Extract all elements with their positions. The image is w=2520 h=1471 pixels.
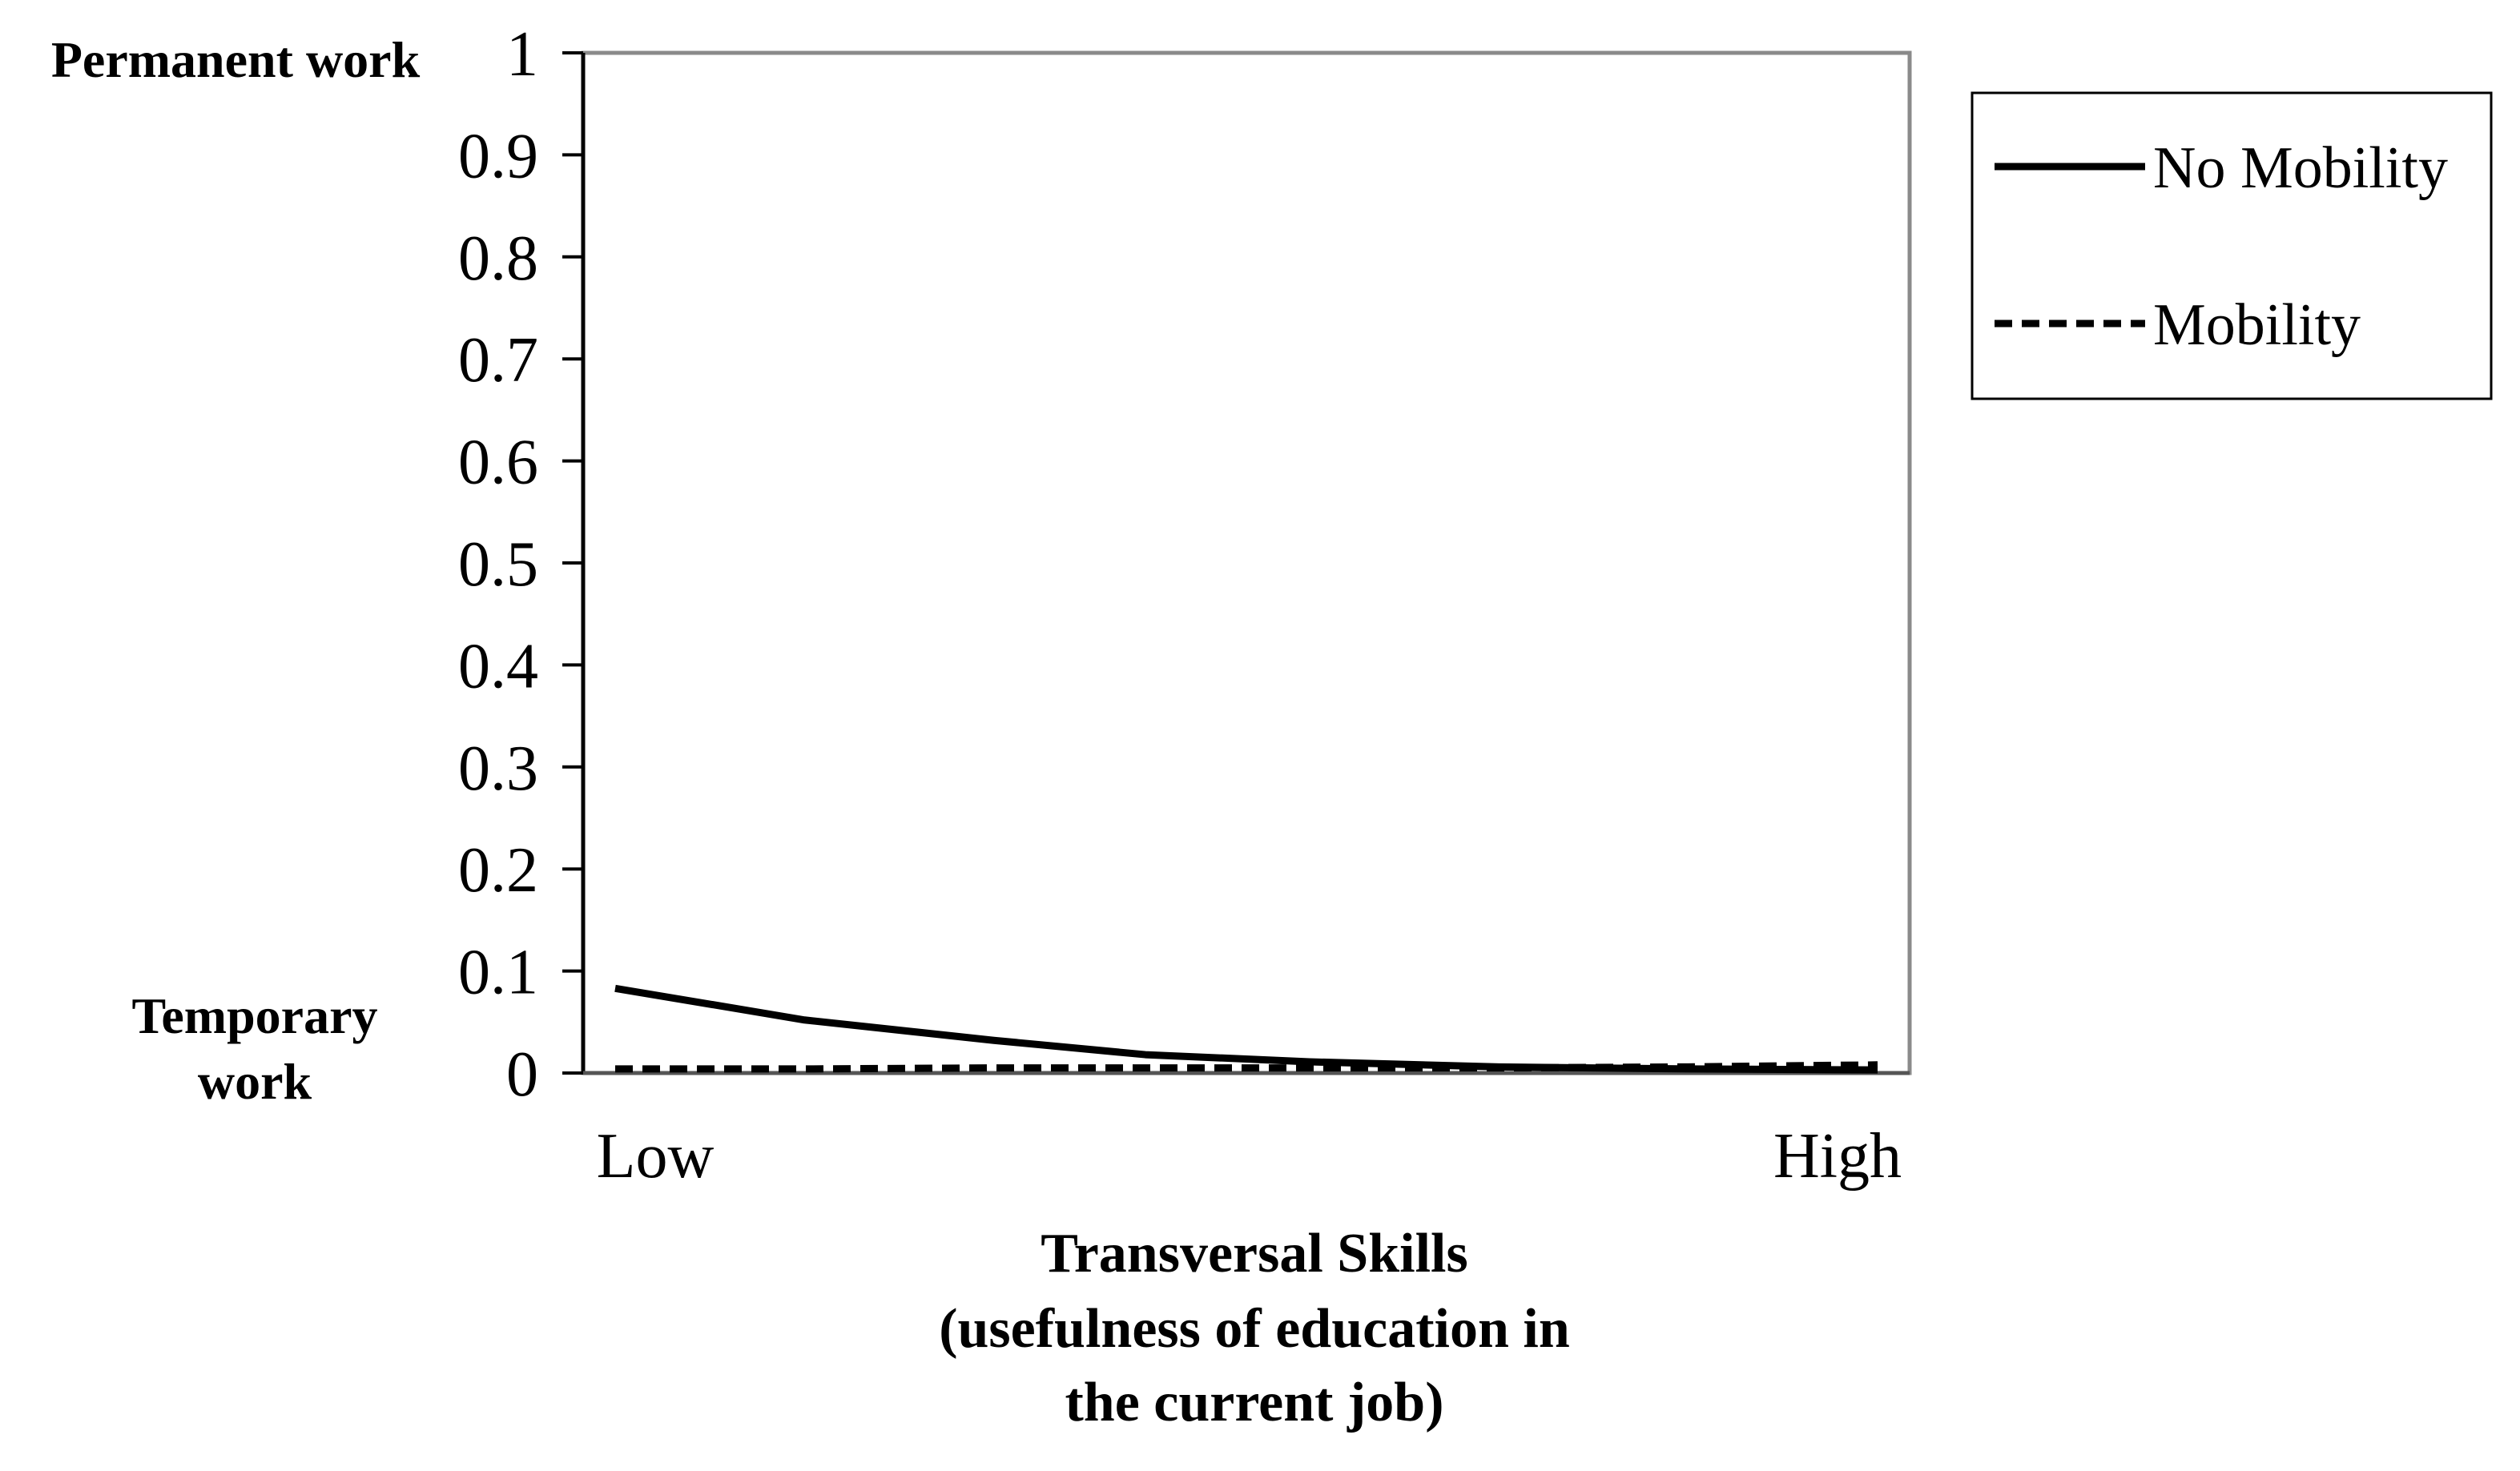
y-tick-label: 0.9 xyxy=(458,121,538,191)
y-tick-label: 0.2 xyxy=(458,835,538,906)
y-tick-label: 1 xyxy=(506,19,538,90)
y-tick-label: 0.6 xyxy=(458,428,538,498)
y-ticks: 0 0.1 0.2 0.3 0.4 0.5 0.6 0.7 0.8 0.9 1 xyxy=(458,19,583,1110)
y-bottom-label-line-2: work xyxy=(198,1053,312,1110)
y-tick-label: 0.5 xyxy=(458,529,538,600)
series-line-no-mobility xyxy=(614,984,1878,1074)
y-tick-label: 0.8 xyxy=(458,223,538,294)
legend-label-mobility: Mobility xyxy=(2153,292,2361,358)
y-tick-label: 0.1 xyxy=(458,938,538,1008)
legend-label-no-mobility: No Mobility xyxy=(2153,135,2448,201)
x-tick-label-high: High xyxy=(1773,1121,1902,1192)
x-tick-label-low: Low xyxy=(597,1121,715,1192)
series-layer xyxy=(614,984,1878,1074)
x-axis-title-line-3: the current job) xyxy=(1065,1372,1443,1433)
x-ticks: Low High xyxy=(597,1121,1902,1192)
x-axis-title-line-2: (usefulness of education in xyxy=(939,1298,1570,1360)
legend: No Mobility Mobility xyxy=(1971,91,2493,400)
y-bottom-label-line-1: Temporary xyxy=(132,987,378,1044)
series-line-mobility xyxy=(615,1061,1878,1073)
y-tick-label: 0.4 xyxy=(458,631,538,701)
legend-box xyxy=(1971,91,2493,400)
y-tick-label: 0.3 xyxy=(458,733,538,804)
x-axis-title-line-1: Transversal Skills xyxy=(1041,1223,1468,1284)
y-tick-label: 0 xyxy=(506,1039,538,1110)
plot-frame xyxy=(581,50,1912,1075)
y-tick-label: 0.7 xyxy=(458,325,538,396)
y-top-label: Permanent work xyxy=(51,31,421,88)
